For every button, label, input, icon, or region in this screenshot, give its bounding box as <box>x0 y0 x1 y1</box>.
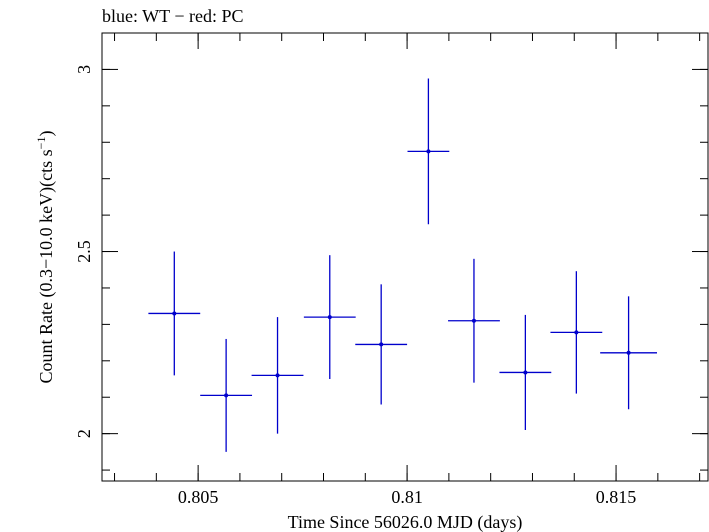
y-axis-label-superscript: −1 <box>34 137 48 150</box>
y-axis-label: Count Rate (0.3−10.0 keV)(cts s−1) <box>34 131 57 384</box>
x-tick-label: 0.805 <box>178 487 219 507</box>
x-tick-label: 0.815 <box>596 487 637 507</box>
axis-ticks <box>102 32 708 481</box>
data-marker <box>426 149 431 154</box>
data-point <box>499 314 552 431</box>
data-point <box>303 255 356 380</box>
data-points <box>148 78 658 452</box>
chart-title: blue: WT − red: PC <box>102 6 243 26</box>
y-tick-label: 3 <box>74 65 94 74</box>
data-marker <box>471 318 476 323</box>
plot-area-frame <box>101 32 709 482</box>
data-point <box>148 251 201 376</box>
x-tick-label: 0.81 <box>391 487 423 507</box>
data-marker <box>172 311 177 316</box>
data-point <box>600 296 658 410</box>
y-tick-label: 2 <box>74 429 94 438</box>
data-point <box>448 258 500 383</box>
data-point <box>550 271 603 394</box>
data-point <box>251 317 304 434</box>
y-axis-label-main: Count Rate (0.3−10.0 keV)(cts s <box>36 149 57 383</box>
x-axis-label: Time Since 56026.0 MJD (days) <box>288 512 523 532</box>
data-marker <box>626 350 631 355</box>
data-marker <box>574 330 579 335</box>
data-marker <box>327 315 332 320</box>
y-tick-label: 2.5 <box>74 240 94 263</box>
data-marker <box>275 373 280 378</box>
data-marker <box>224 393 229 398</box>
data-marker <box>523 370 528 375</box>
data-point <box>407 78 450 225</box>
data-point <box>200 338 253 452</box>
axis-tick-labels: 0.805 0.81 0.815 2 2.5 3 <box>74 65 636 507</box>
data-marker <box>379 342 384 347</box>
y-axis-label-end: ) <box>36 131 57 137</box>
data-point <box>355 284 408 405</box>
